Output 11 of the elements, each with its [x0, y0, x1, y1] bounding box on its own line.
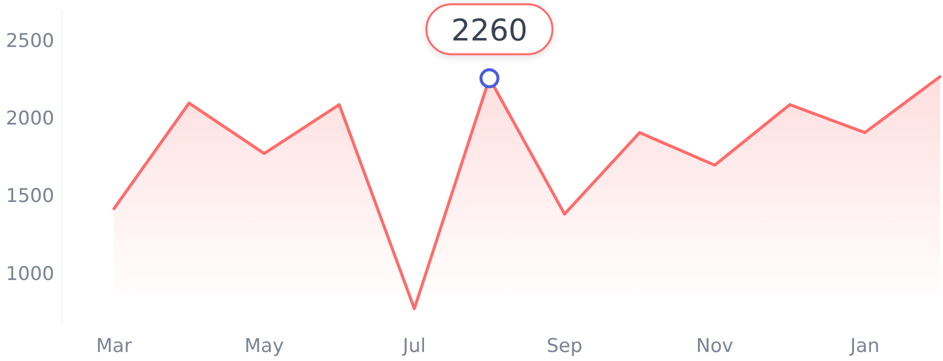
y-tick-label: 2000: [6, 108, 54, 130]
data-label: 2260: [451, 13, 528, 48]
x-tick-label: Jan: [849, 335, 880, 357]
x-tick-label: Mar: [96, 335, 132, 357]
x-tick-label: Jul: [402, 335, 426, 357]
y-tick-label: 1500: [6, 185, 54, 208]
y-tick-label: 1000: [6, 262, 54, 285]
x-tick-label: May: [244, 335, 284, 357]
y-tick-label: 2500: [6, 30, 54, 52]
x-tick-label: Sep: [546, 335, 582, 357]
x-tick-label: Nov: [696, 335, 734, 357]
